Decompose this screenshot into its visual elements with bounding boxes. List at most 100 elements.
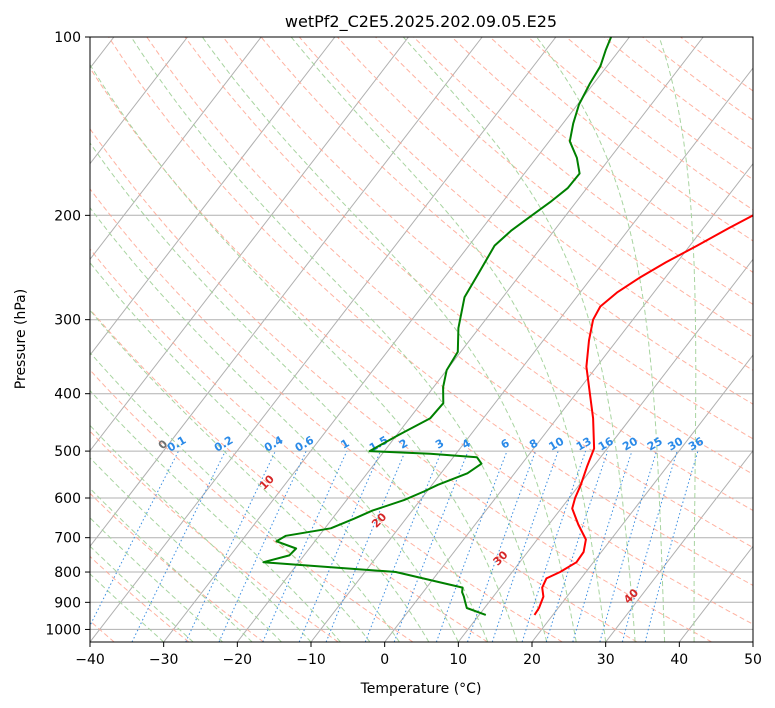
dry-adiabat-line [90, 492, 264, 642]
y-tick-label: 1000 [45, 622, 81, 638]
mixing-ratio-line [491, 450, 559, 642]
mixing-ratio-line [262, 450, 348, 642]
y-tick-label: 200 [54, 208, 81, 224]
mixing-ratio-label: 6 [499, 436, 512, 451]
y-axis-ticks: 100 200 300 400 500 600 700 800 900 1000 [45, 30, 90, 638]
isotherm-line [90, 37, 336, 356]
x-tick-label: −30 [149, 652, 179, 668]
mixing-ratio-line [325, 450, 406, 642]
y-tick-label: 400 [54, 387, 81, 403]
dry-adiabat-line [375, 37, 753, 338]
isotherm-line [384, 162, 753, 642]
moist-adiabat-line [90, 487, 253, 642]
x-tick-label: −20 [223, 652, 253, 668]
x-axis-title: Temperature (°C) [360, 681, 482, 697]
mixing-ratio-line [644, 450, 699, 642]
dry-adiabat-line [146, 37, 753, 549]
isotherm-line [90, 37, 557, 642]
isotherm-line [90, 37, 188, 165]
dry-adiabat-label: 40 [621, 586, 641, 606]
isotherm-line [163, 37, 630, 642]
mixing-ratio-lines [90, 450, 699, 642]
dry-adiabat-line [90, 369, 414, 642]
plot-frame [89, 36, 754, 643]
moist-adiabat-line [90, 351, 371, 642]
sounding-series [262, 37, 753, 616]
moist-adiabat-line [536, 37, 666, 642]
mixing-ratio-line [467, 450, 536, 642]
isobar-lines [90, 37, 753, 630]
y-tick-label: 500 [54, 444, 81, 460]
dry-adiabat-line [260, 37, 753, 440]
moist-adiabat-lines [90, 37, 697, 642]
dry-adiabat-label: 20 [369, 510, 389, 530]
moist-adiabat-line [402, 37, 636, 642]
moist-adiabat-line [658, 37, 697, 642]
moist-adiabat-line [90, 309, 400, 642]
y-axis-title: Pressure (hPa) [13, 289, 29, 389]
moist-adiabat-line [90, 424, 312, 642]
y-tick-label: 300 [54, 313, 81, 329]
mixing-ratio-label: 2 [397, 437, 410, 452]
mixing-ratio-line [131, 450, 226, 642]
x-tick-label: 50 [744, 652, 762, 668]
chart-title: wetPf2_C2E5.2025.202.09.05.E25 [285, 12, 557, 32]
x-axis-ticks: −40 −30 −20 −10 0 10 20 30 40 50 [75, 642, 762, 668]
mixing-ratio-line [364, 450, 442, 642]
isotherm-line [90, 37, 483, 548]
y-tick-label: 700 [54, 531, 81, 547]
isotherm-line [90, 37, 409, 452]
x-tick-label: 30 [597, 652, 615, 668]
x-tick-label: −10 [296, 652, 326, 668]
dry-adiabat-line [184, 37, 753, 512]
x-tick-label: 20 [523, 652, 541, 668]
dry-adiabat-line [298, 37, 753, 405]
mixing-ratio-line [90, 450, 179, 627]
mixing-ratio-line [393, 450, 469, 642]
moist-adiabat-line [90, 457, 282, 642]
mixing-ratio-line [521, 450, 587, 642]
isotherm-line [310, 67, 753, 642]
dry-adiabat-label: 10 [257, 472, 277, 492]
mixing-ratio-line [572, 450, 633, 642]
x-tick-label: 10 [449, 652, 467, 668]
moist-adiabat-line [201, 37, 577, 642]
dry-adiabat-line [90, 188, 638, 642]
mixing-ratio-label: 3 [433, 437, 446, 452]
mixing-ratio-line [599, 450, 658, 642]
moist-adiabat-line [90, 261, 430, 642]
dry-adiabat-line [565, 37, 753, 181]
dry-adiabat-line [108, 37, 753, 586]
isopleth-labels: 0.10.20.40.611.52346810131620253036-100-… [156, 433, 707, 606]
isotherm-line [457, 258, 753, 642]
dry-adiabat-line [413, 37, 753, 305]
dry-adiabat-line [527, 37, 753, 211]
x-tick-label: −40 [75, 652, 105, 668]
mixing-ratio-line [545, 450, 609, 642]
y-tick-label: 900 [54, 595, 81, 611]
moist-adiabat-line [90, 517, 223, 642]
isotherm-lines [90, 37, 753, 642]
dry-adiabat-lines [90, 37, 753, 642]
x-tick-label: 0 [380, 652, 389, 668]
y-tick-label: 600 [54, 491, 81, 507]
isotherm-line [752, 641, 753, 642]
plot-area: 0.10.20.40.611.52346810131620253036-100-… [90, 37, 753, 642]
isotherm-line [678, 545, 753, 642]
moist-adiabat-line [90, 142, 489, 642]
moist-adiabat-line [90, 206, 459, 642]
dewpoint-profile-line [262, 37, 613, 616]
mixing-ratio-line [435, 450, 508, 642]
dry-adiabat-line [90, 308, 488, 642]
x-tick-label: 40 [670, 652, 688, 668]
mixing-ratio-line [621, 450, 678, 642]
y-tick-label: 800 [54, 565, 81, 581]
y-tick-label: 100 [54, 30, 81, 46]
isotherm-line [605, 449, 753, 642]
moist-adiabat-line [90, 63, 518, 642]
dry-adiabat-line [90, 127, 712, 642]
dry-adiabat-line [90, 67, 753, 625]
mixing-ratio-line [298, 450, 381, 642]
dry-adiabat-line [90, 248, 563, 642]
